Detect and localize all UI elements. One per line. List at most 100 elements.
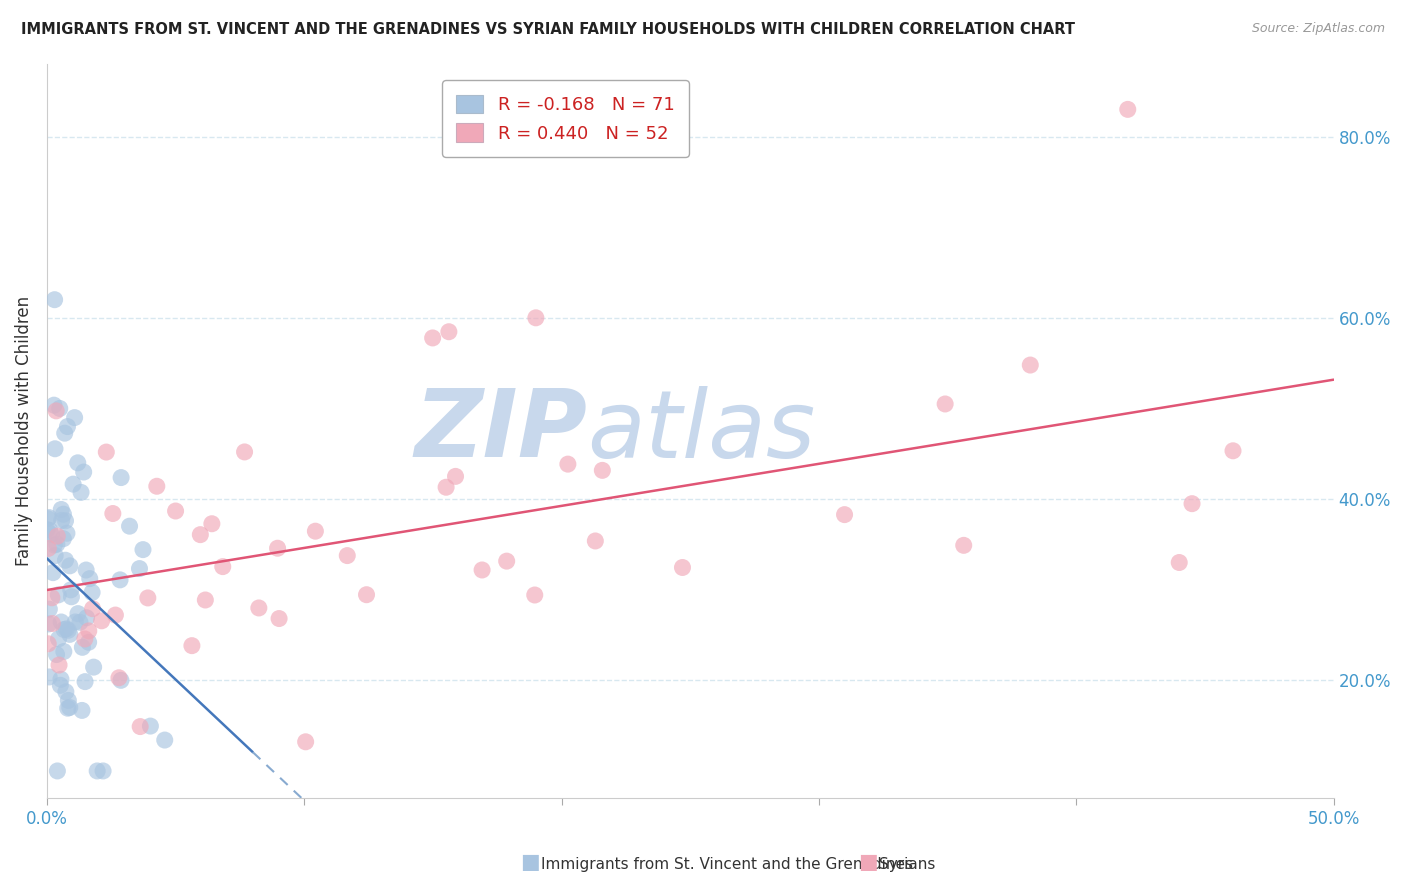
- Point: [52, 644, 75, 658]
- Text: ZIP: ZIP: [415, 385, 588, 477]
- Point: [153, 733, 176, 747]
- Point: [266, 541, 288, 556]
- Point: [46, 764, 69, 778]
- Point: [139, 719, 162, 733]
- Point: [671, 560, 693, 574]
- Point: [336, 549, 359, 563]
- Point: [110, 673, 132, 688]
- Point: [934, 397, 956, 411]
- Point: [38, 670, 60, 684]
- Point: [59, 627, 82, 641]
- Point: [38, 602, 60, 616]
- Point: [53, 623, 76, 637]
- Point: [188, 527, 211, 541]
- Point: [62, 477, 84, 491]
- Point: [55, 685, 77, 699]
- Point: [104, 608, 127, 623]
- Point: [58, 693, 80, 707]
- Point: [77, 635, 100, 649]
- Point: [44, 549, 66, 563]
- Point: [90, 614, 112, 628]
- Point: [38, 510, 60, 524]
- Point: [55, 622, 77, 636]
- Point: [60, 590, 83, 604]
- Point: [591, 463, 613, 477]
- Point: [434, 480, 457, 494]
- Point: [77, 624, 100, 638]
- Point: [524, 310, 547, 325]
- Text: Source: ZipAtlas.com: Source: ZipAtlas.com: [1251, 22, 1385, 36]
- Point: [70, 485, 93, 500]
- Point: [101, 507, 124, 521]
- Point: [118, 519, 141, 533]
- Point: [73, 465, 96, 479]
- Point: [834, 508, 856, 522]
- Point: [45, 648, 67, 662]
- Point: [49, 672, 72, 686]
- Point: [73, 632, 96, 646]
- Point: [63, 410, 86, 425]
- Point: [69, 615, 91, 630]
- Point: [294, 735, 316, 749]
- Point: [37, 637, 59, 651]
- Text: ■: ■: [520, 853, 540, 872]
- Point: [45, 537, 67, 551]
- Point: [55, 553, 77, 567]
- Point: [91, 764, 114, 778]
- Point: [72, 640, 94, 655]
- Point: [1019, 358, 1042, 372]
- Point: [211, 559, 233, 574]
- Text: Syrians: Syrians: [879, 857, 935, 872]
- Point: [557, 457, 579, 471]
- Point: [51, 513, 73, 527]
- Point: [39, 527, 62, 541]
- Y-axis label: Family Households with Children: Family Households with Children: [15, 296, 32, 566]
- Point: [58, 624, 80, 638]
- Point: [128, 561, 150, 575]
- Point: [96, 445, 118, 459]
- Point: [146, 479, 169, 493]
- Point: [83, 660, 105, 674]
- Point: [1168, 556, 1191, 570]
- Point: [65, 615, 87, 629]
- Point: [56, 701, 79, 715]
- Point: [471, 563, 494, 577]
- Point: [86, 764, 108, 778]
- Legend: R = -0.168   N = 71, R = 0.440   N = 52: R = -0.168 N = 71, R = 0.440 N = 52: [441, 80, 689, 157]
- Point: [82, 601, 104, 615]
- Point: [82, 585, 104, 599]
- Point: [201, 516, 224, 531]
- Point: [53, 426, 76, 441]
- Point: [583, 533, 606, 548]
- Point: [41, 616, 63, 631]
- Point: [356, 588, 378, 602]
- Point: [76, 611, 98, 625]
- Point: [46, 529, 69, 543]
- Point: [70, 703, 93, 717]
- Text: IMMIGRANTS FROM ST. VINCENT AND THE GRENADINES VS SYRIAN FAMILY HOUSEHOLDS WITH : IMMIGRANTS FROM ST. VINCENT AND THE GREN…: [21, 22, 1076, 37]
- Point: [42, 398, 65, 412]
- Point: [51, 502, 73, 516]
- Point: [46, 588, 69, 602]
- Text: Immigrants from St. Vincent and the Grenadines: Immigrants from St. Vincent and the Gren…: [541, 857, 914, 872]
- Point: [180, 639, 202, 653]
- Point: [66, 607, 89, 621]
- Point: [129, 720, 152, 734]
- Point: [56, 526, 79, 541]
- Point: [37, 511, 59, 525]
- Point: [38, 616, 60, 631]
- Point: [56, 419, 79, 434]
- Point: [233, 445, 256, 459]
- Point: [66, 456, 89, 470]
- Point: [523, 588, 546, 602]
- Point: [444, 469, 467, 483]
- Point: [48, 632, 70, 646]
- Point: [59, 700, 82, 714]
- Point: [38, 524, 60, 538]
- Point: [1116, 103, 1139, 117]
- Point: [51, 615, 73, 629]
- Point: [1181, 497, 1204, 511]
- Point: [136, 591, 159, 605]
- Point: [41, 591, 63, 605]
- Point: [304, 524, 326, 538]
